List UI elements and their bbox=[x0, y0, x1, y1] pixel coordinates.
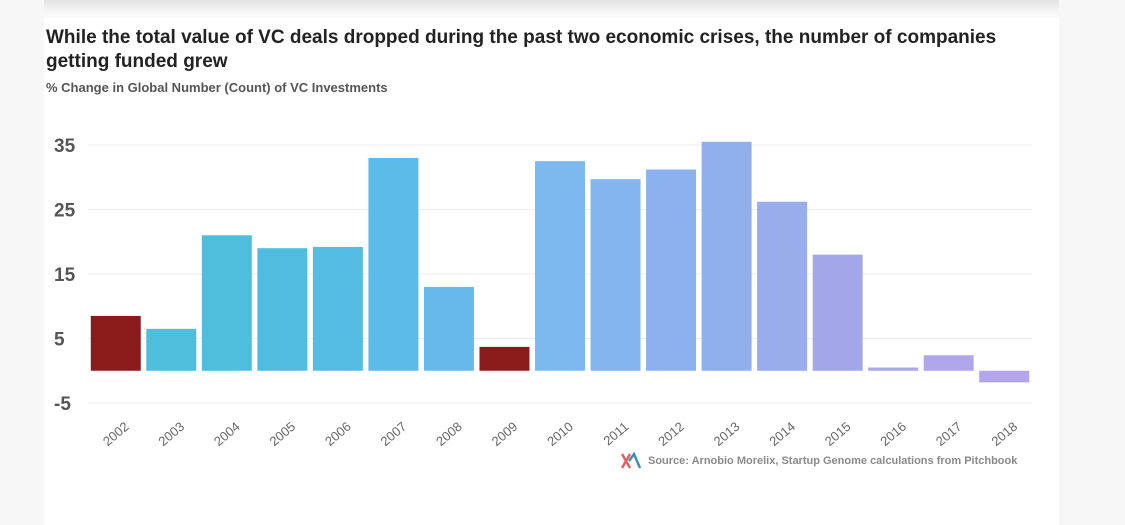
x-tick-label: 2016 bbox=[877, 419, 909, 449]
bar-2014 bbox=[757, 201, 808, 371]
source-text: Source: Arnobio Morelix, Startup Genome … bbox=[648, 455, 1018, 467]
bar-2011 bbox=[590, 179, 641, 371]
x-tick-label: 2004 bbox=[211, 419, 243, 449]
bar-2013 bbox=[701, 141, 752, 371]
x-tick-label: 2012 bbox=[655, 419, 687, 449]
x-tick-label: 2010 bbox=[544, 419, 576, 449]
bar-2007 bbox=[368, 157, 419, 371]
y-tick-label: 5 bbox=[54, 330, 65, 351]
bar-2010 bbox=[535, 161, 585, 371]
y-tick-label: 15 bbox=[54, 265, 76, 286]
chart-logo-icon bbox=[620, 452, 642, 469]
bar-2018 bbox=[979, 370, 1030, 383]
x-tick-label: 2002 bbox=[100, 419, 132, 449]
x-tick-label: 2011 bbox=[600, 419, 631, 448]
bar-2009 bbox=[479, 346, 530, 371]
y-tick-label: 35 bbox=[54, 136, 76, 157]
bar-2005 bbox=[257, 248, 308, 371]
y-tick-label: 25 bbox=[54, 201, 76, 222]
left-margin bbox=[0, 0, 44, 525]
y-tick-label: -5 bbox=[54, 394, 71, 415]
x-tick-label: 2009 bbox=[489, 419, 521, 449]
right-margin bbox=[1059, 0, 1125, 525]
bar-2004 bbox=[201, 235, 252, 371]
x-tick-label: 2014 bbox=[766, 419, 798, 449]
bar-2002 bbox=[90, 315, 141, 371]
x-tick-label: 2015 bbox=[822, 419, 854, 449]
bar-2008 bbox=[423, 286, 474, 371]
chart-title: While the total value of VC deals droppe… bbox=[46, 27, 997, 72]
bar-2017 bbox=[923, 355, 974, 371]
chart-subtitle: % Change in Global Number (Count) of VC … bbox=[46, 80, 388, 95]
x-tick-label: 2017 bbox=[933, 419, 965, 449]
bar-2012 bbox=[646, 169, 697, 371]
bar-2016 bbox=[868, 367, 919, 371]
x-tick-label: 2007 bbox=[378, 419, 410, 449]
x-tick-label: 2013 bbox=[711, 419, 743, 449]
x-tick-label: 2005 bbox=[266, 419, 298, 449]
x-tick-label: 2006 bbox=[322, 419, 354, 449]
x-tick-label: 2008 bbox=[433, 419, 465, 449]
x-tick-label: 2003 bbox=[155, 419, 187, 449]
bar-2015 bbox=[812, 254, 863, 371]
source-note: Source: Arnobio Morelix, Startup Genome … bbox=[620, 452, 1017, 470]
x-tick-label: 2018 bbox=[988, 419, 1020, 449]
bar-2003 bbox=[146, 328, 197, 371]
bar-2006 bbox=[312, 246, 363, 371]
